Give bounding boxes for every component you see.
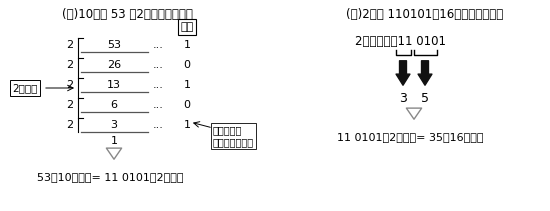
Text: 3: 3 bbox=[111, 120, 118, 130]
Text: 0: 0 bbox=[184, 100, 190, 110]
Text: 53: 53 bbox=[107, 40, 121, 50]
Text: (例)2進数 110101ぉ16進数に変換する: (例)2進数 110101ぉ16進数に変換する bbox=[346, 8, 504, 21]
Text: 2: 2 bbox=[66, 120, 73, 130]
Text: 1: 1 bbox=[111, 136, 118, 146]
Text: 26: 26 bbox=[107, 60, 121, 70]
Text: 2進数・・・11 0101: 2進数・・・11 0101 bbox=[355, 35, 446, 48]
Text: 2: 2 bbox=[66, 100, 73, 110]
Text: 余り: 余り bbox=[180, 22, 194, 32]
Text: ...: ... bbox=[152, 120, 163, 130]
Text: 2: 2 bbox=[66, 40, 73, 50]
Text: 1: 1 bbox=[184, 80, 190, 90]
Text: 1: 1 bbox=[184, 120, 190, 130]
Text: 2で割る: 2で割る bbox=[12, 83, 38, 93]
Text: ...: ... bbox=[152, 100, 163, 110]
Text: 13: 13 bbox=[107, 80, 121, 90]
Text: 6: 6 bbox=[111, 100, 118, 110]
Text: (例)10進数 53 を2進数に変換する: (例)10進数 53 を2進数に変換する bbox=[62, 8, 192, 21]
FancyArrowPatch shape bbox=[406, 108, 422, 119]
Text: 1: 1 bbox=[184, 40, 190, 50]
Text: ...: ... bbox=[152, 60, 163, 70]
FancyArrowPatch shape bbox=[106, 148, 122, 159]
Text: 11 0101（2進数）= 35（16進数）: 11 0101（2進数）= 35（16進数） bbox=[337, 132, 483, 142]
Text: 3: 3 bbox=[399, 92, 407, 105]
Text: 53（10進数）= 11 0101（2進数）: 53（10進数）= 11 0101（2進数） bbox=[37, 172, 183, 182]
Text: 下から拾い
集めると・・・: 下から拾い 集めると・・・ bbox=[213, 125, 254, 147]
Text: 2: 2 bbox=[66, 80, 73, 90]
FancyArrowPatch shape bbox=[396, 61, 410, 85]
Text: 5: 5 bbox=[421, 92, 429, 105]
Text: 2: 2 bbox=[66, 60, 73, 70]
Text: ...: ... bbox=[152, 40, 163, 50]
FancyArrowPatch shape bbox=[418, 61, 432, 85]
Text: 0: 0 bbox=[184, 60, 190, 70]
Text: ...: ... bbox=[152, 80, 163, 90]
